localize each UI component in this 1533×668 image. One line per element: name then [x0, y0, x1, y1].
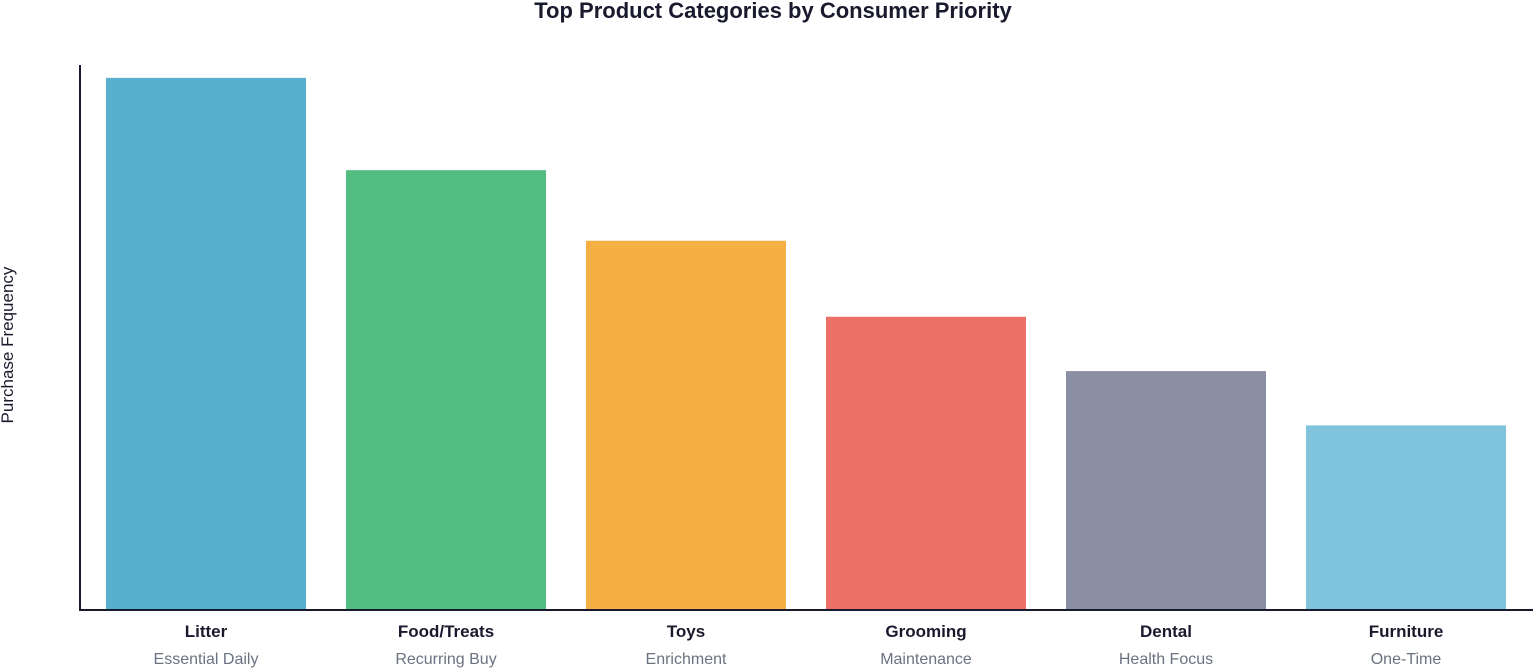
- category-sublabel-furniture: One-Time: [1371, 651, 1442, 668]
- category-label-toys: Toys: [667, 622, 705, 641]
- category-sublabel-toys: Enrichment: [646, 651, 727, 668]
- chart-title: Top Product Categories by Consumer Prior…: [534, 0, 1012, 23]
- bar-litter: [106, 77, 306, 611]
- category-label-grooming: Grooming: [885, 622, 966, 641]
- category-label-food-treats: Food/Treats: [398, 622, 494, 641]
- category-sublabel-litter: Essential Daily: [154, 651, 259, 668]
- bar-furniture: [1306, 425, 1506, 610]
- bar-toys: [586, 240, 786, 610]
- category-sublabel-dental: Health Focus: [1119, 651, 1213, 668]
- x-axis-labels: Litter Essential Daily Food/Treats Recurrin…: [154, 622, 1444, 668]
- category-sublabel-food-treats: Recurring Buy: [395, 651, 496, 668]
- y-axis-label: Purchase Frequency: [0, 266, 17, 423]
- category-label-dental: Dental: [1140, 622, 1192, 641]
- category-label-litter: Litter: [185, 622, 228, 641]
- category-label-furniture: Furniture: [1369, 622, 1444, 641]
- category-sublabel-grooming: Maintenance: [880, 651, 972, 668]
- bar-dental: [1066, 371, 1266, 610]
- bar-food-treats: [346, 170, 546, 611]
- bar-grooming: [826, 316, 1026, 610]
- bars-group: [106, 77, 1506, 611]
